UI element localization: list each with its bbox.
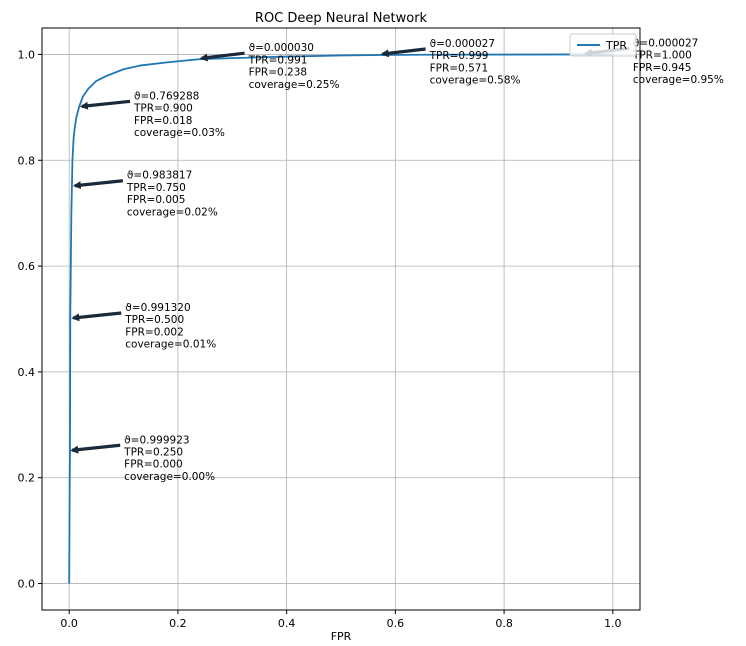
annotation-text-line: ϑ=0.000027 [633, 37, 698, 49]
annotation-text-line: TPR=0.500 [124, 314, 184, 326]
y-tick-label: 0.6 [18, 260, 36, 273]
series-line-tpr [68, 53, 613, 584]
legend-label: TPR [605, 39, 627, 52]
legend-box [569, 33, 637, 57]
plot-frame [41, 27, 641, 611]
annotation-text-line: TPR=0.991 [248, 54, 308, 66]
ticks-layer: 0.0 0.2 0.4 0.6 0.8 1.0 0.0 0.2 0.4 0.6 0.8 1.0 [18, 48, 622, 630]
annotation-text-line: FPR=0.002 [125, 326, 184, 338]
annotation-text-line: coverage=0.03% [134, 127, 225, 139]
annotation-arrow [72, 179, 124, 190]
series-layer [68, 53, 613, 584]
annotation-text-line: TPR=1.000 [632, 50, 692, 62]
annotation-text-line: FPR=0.018 [134, 115, 193, 127]
annotation-arrow [199, 51, 245, 62]
y-tick-label: 0.4 [18, 366, 36, 379]
legend: TPR [569, 33, 637, 57]
annotation-arrow [79, 99, 131, 110]
annotation-text-line: FPR=0.005 [127, 194, 186, 206]
chart-title: ROC Deep Neural Network [255, 11, 428, 26]
annotation-text-line: TPR=0.750 [126, 182, 186, 194]
annotation-arrow [380, 47, 426, 58]
y-tick-label: 0.2 [18, 472, 36, 485]
annotation-text-line: ϑ=0.000030 [249, 42, 314, 54]
y-tick-label: 0.8 [18, 154, 36, 167]
annotation-text-line: FPR=0.238 [249, 67, 308, 79]
axes-layer [41, 27, 641, 611]
annotation-arrow [70, 443, 121, 454]
annotation-text-line: ϑ=0.769288 [134, 90, 199, 102]
annotation-text-line: coverage=0.58% [430, 75, 521, 87]
annotation-text-line: coverage=0.01% [125, 339, 216, 351]
grid-layer [42, 28, 640, 610]
annotation-text-line: FPR=0.000 [124, 459, 183, 471]
x-tick-label: 0.0 [60, 617, 78, 630]
x-tick-label: 0.4 [278, 617, 296, 630]
x-tick-label: 0.2 [169, 617, 187, 630]
annotation-text-line: coverage=0.25% [249, 79, 340, 91]
annotation-text-line: ϑ=0.983817 [127, 170, 192, 182]
annotation-text-line: TPR=0.999 [429, 50, 489, 62]
x-tick-label: 0.6 [387, 617, 405, 630]
annotation-text-line: ϑ=0.999923 [124, 434, 189, 446]
annotation-text-line: coverage=0.95% [633, 74, 724, 86]
x-tick-label: 1.0 [604, 617, 622, 630]
annotation-text-line: coverage=0.02% [127, 206, 218, 218]
x-tick-label: 0.8 [495, 617, 513, 630]
annotation-layer: ϑ=0.999923TPR=0.250FPR=0.000coverage=0.0… [70, 37, 724, 483]
y-tick-label: 0.0 [18, 578, 36, 591]
annotation-text-line: TPR=0.900 [133, 103, 193, 115]
x-axis-label: FPR [331, 630, 352, 642]
annotation-text-line: FPR=0.571 [430, 62, 489, 74]
y-tick-label: 1.0 [18, 48, 36, 61]
annotation-text-line: ϑ=0.000027 [430, 38, 495, 50]
annotation-arrow [71, 311, 122, 322]
annotation-text-line: ϑ=0.991320 [125, 302, 190, 314]
annotation-text-line: FPR=0.945 [633, 62, 692, 74]
annotation-text-line: coverage=0.00% [124, 471, 215, 483]
annotation-text-line: TPR=0.250 [123, 446, 183, 458]
